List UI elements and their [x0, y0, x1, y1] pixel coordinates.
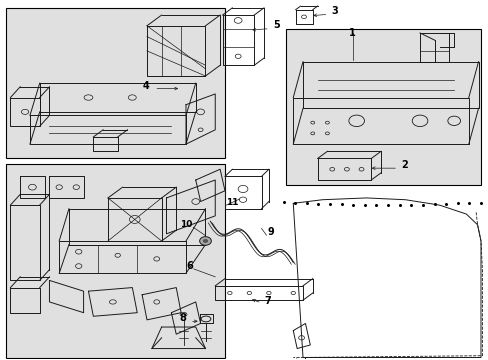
- Bar: [5, 164, 224, 357]
- Ellipse shape: [199, 237, 211, 245]
- Text: 5: 5: [272, 19, 279, 30]
- Text: 7: 7: [264, 296, 270, 306]
- Text: 3: 3: [330, 6, 337, 16]
- Bar: [285, 30, 480, 185]
- Text: 6: 6: [186, 261, 193, 271]
- Text: 8: 8: [179, 313, 185, 323]
- Text: 2: 2: [401, 160, 407, 170]
- Text: 10: 10: [180, 220, 192, 229]
- Text: 1: 1: [348, 28, 355, 38]
- Text: 9: 9: [267, 227, 274, 237]
- Text: 4: 4: [142, 81, 149, 91]
- Bar: [5, 8, 224, 158]
- Ellipse shape: [203, 239, 208, 243]
- Text: 11: 11: [226, 198, 239, 207]
